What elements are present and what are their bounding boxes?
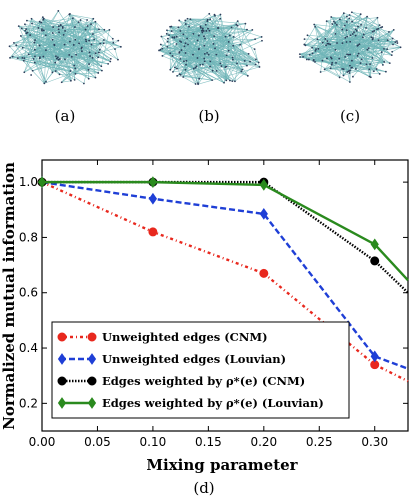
series-3-point (370, 256, 380, 266)
series-2-point (148, 192, 158, 205)
x-ticks: 0.00 0.05 0.10 0.15 0.20 0.25 0.30 (29, 160, 388, 449)
legend-label: Edges weighted by ρ*(e) (Louvian) (102, 396, 324, 410)
series-1-point (259, 268, 269, 278)
series-line-4 (42, 180, 409, 282)
series-4-point (259, 179, 268, 191)
legend-marker (87, 332, 97, 342)
legend-marker (57, 332, 67, 342)
legend-marker (57, 376, 67, 386)
plot-frame (41, 159, 409, 432)
x-tick-label: 0.25 (306, 435, 333, 449)
network-graph-c (298, 11, 402, 83)
series-lines (37, 176, 409, 383)
series-4-point (370, 238, 379, 251)
series-2-point (370, 350, 379, 363)
panel-a-label: (a) (54, 107, 76, 125)
x-tick-label: 0.15 (195, 435, 222, 449)
x-tick-label: 0.05 (84, 435, 111, 449)
legend-label: Edges weighted by ρ*(e) (CNM) (102, 374, 305, 388)
panel-b-label: (b) (198, 107, 220, 125)
series-4-point (37, 176, 47, 188)
legend-marker (87, 353, 97, 365)
x-tick-label: 0.00 (29, 435, 56, 449)
y-tick-label: 0.8 (19, 230, 38, 244)
legend-marker (87, 397, 97, 409)
legend-marker (87, 376, 97, 386)
panel-c-label: (c) (339, 107, 361, 125)
legend-label: Unweighted edges (Louvian) (102, 352, 286, 366)
y-tick-label: 0.6 (19, 286, 38, 300)
x-tick-label: 0.30 (361, 435, 388, 449)
legend: Unweighted edges (CNM) Unweighted edges (… (51, 321, 350, 419)
y-ticks: 0.2 0.4 0.6 0.8 1.0 (19, 175, 408, 410)
network-thumbnails (8, 10, 402, 86)
legend-box (51, 321, 350, 419)
series-1-point (148, 227, 158, 237)
series-line-3 (42, 180, 409, 294)
legend-marker (57, 353, 67, 365)
y-tick-label: 1.0 (19, 175, 38, 189)
panel-d-label: (d) (193, 479, 215, 497)
series-4-point (148, 176, 158, 188)
y-tick-label: 0.4 (19, 341, 38, 355)
x-tick-label: 0.10 (140, 435, 167, 449)
x-axis-label: Mixing parameter (146, 456, 298, 474)
series-2-point (259, 208, 268, 220)
series-line-2 (41, 180, 409, 370)
series-line-1 (41, 181, 409, 383)
network-graph-a (8, 10, 122, 85)
network-graph-b (158, 12, 263, 86)
y-axis-label: Normalized mutual information (0, 162, 18, 430)
x-tick-label: 0.20 (250, 435, 277, 449)
y-tick-label: 0.2 (19, 396, 38, 410)
legend-marker (57, 397, 67, 409)
legend-label: Unweighted edges (CNM) (102, 330, 268, 344)
